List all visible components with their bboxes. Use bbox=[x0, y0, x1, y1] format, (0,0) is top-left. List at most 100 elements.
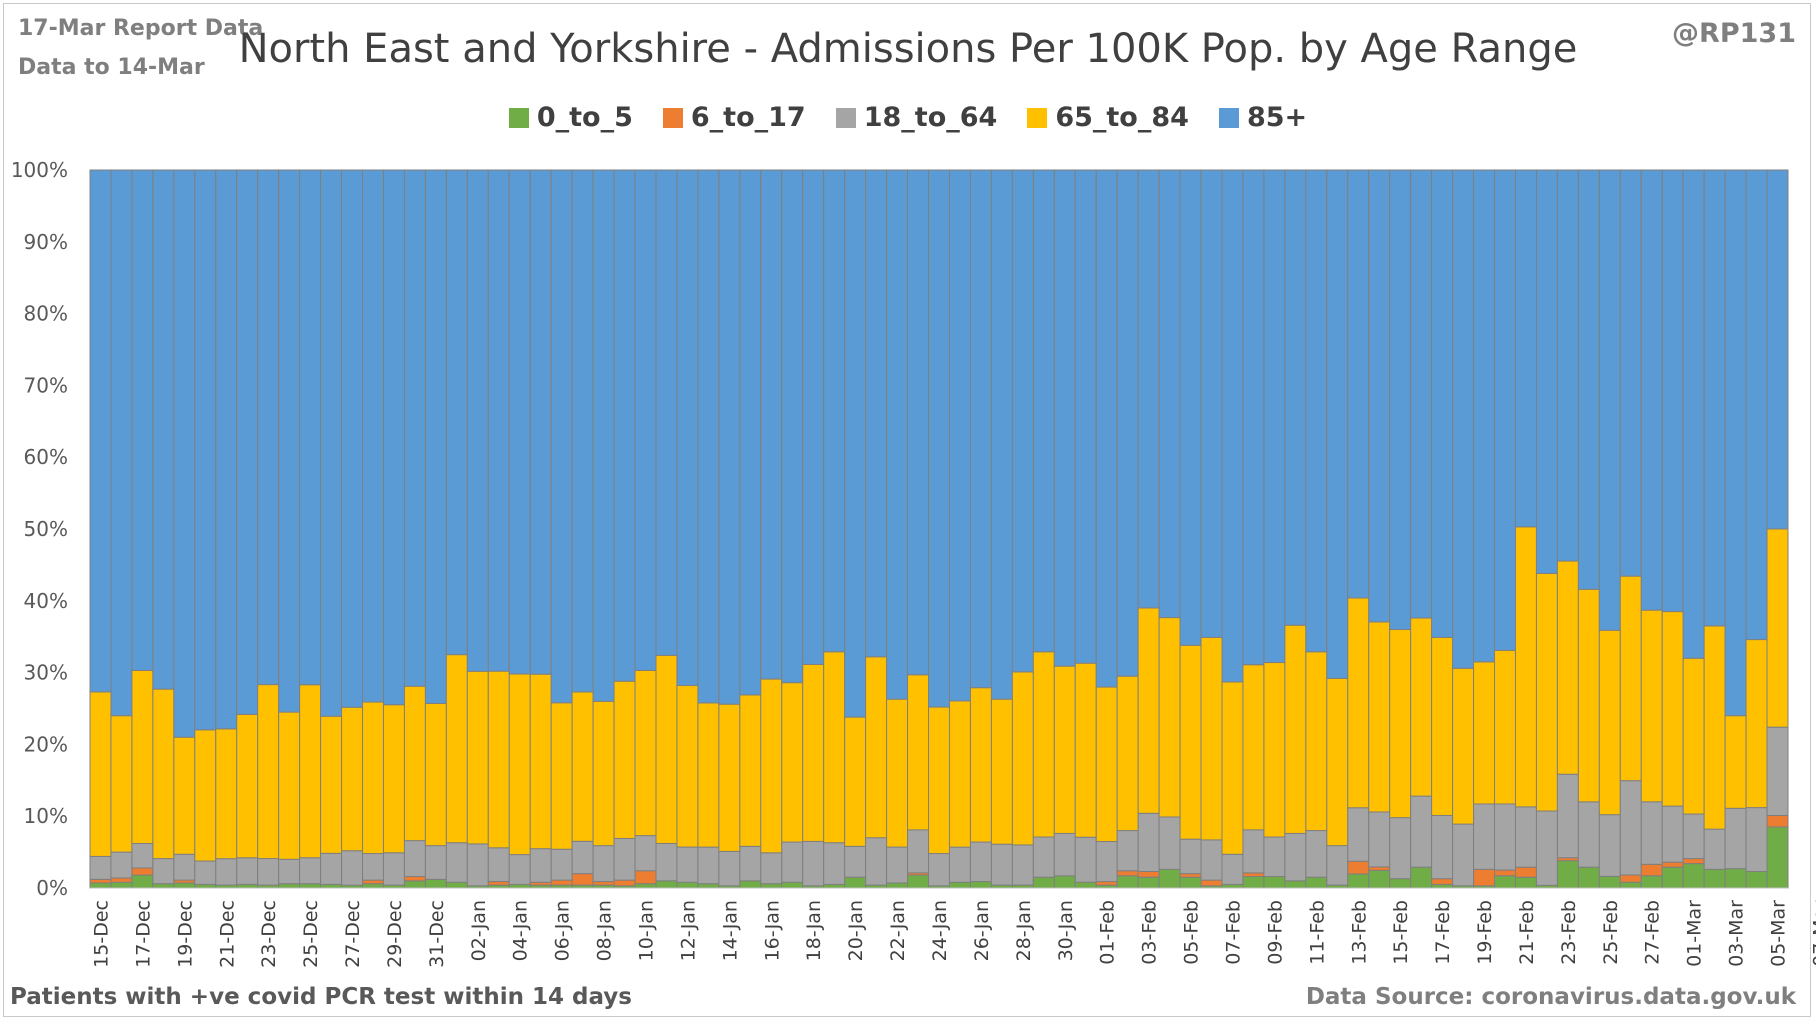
bar-segment-85+ bbox=[592, 169, 615, 702]
bar-segment-85+ bbox=[907, 169, 930, 676]
bar-segment-0_to_5 bbox=[739, 880, 762, 889]
bar-segment-0_to_5 bbox=[1263, 876, 1286, 889]
y-tick-label: 30% bbox=[24, 661, 68, 685]
bar-segment-18_to_64 bbox=[697, 846, 720, 885]
bar-segment-85+ bbox=[1640, 169, 1663, 611]
legend-item-6_to_17: 6_to_17 bbox=[662, 102, 806, 133]
x-tick-label: 08-Jan bbox=[594, 900, 616, 961]
bar-segment-85+ bbox=[1389, 169, 1412, 631]
bar-segment-85+ bbox=[697, 169, 720, 704]
bar-segment-6_to_17 bbox=[1242, 872, 1265, 878]
bar-segment-0_to_5 bbox=[445, 881, 468, 889]
legend-swatch bbox=[662, 107, 683, 128]
legend-swatch bbox=[835, 107, 856, 128]
bar-segment-18_to_64 bbox=[236, 857, 259, 885]
x-tick-label: 04-Jan bbox=[510, 900, 532, 961]
bar-segment-85+ bbox=[299, 169, 322, 686]
bar-segment-18_to_64 bbox=[1242, 829, 1265, 874]
x-tick-label: 01-Mar bbox=[1684, 900, 1706, 967]
y-tick-label: 60% bbox=[24, 445, 68, 469]
bar-segment-85+ bbox=[1577, 169, 1600, 590]
bar-segment-65_to_84 bbox=[634, 669, 657, 837]
bar-segment-65_to_84 bbox=[1494, 649, 1516, 805]
y-tick-label: 80% bbox=[24, 302, 68, 326]
bar-segment-6_to_17 bbox=[1514, 866, 1537, 878]
bar-segment-65_to_84 bbox=[1577, 588, 1600, 803]
bar-segment-6_to_17 bbox=[1431, 878, 1454, 885]
bar-segment-0_to_5 bbox=[1577, 866, 1600, 889]
bar-segment-65_to_84 bbox=[1221, 681, 1244, 855]
bar-segment-6_to_17 bbox=[634, 870, 657, 885]
bar-segment-85+ bbox=[760, 169, 783, 680]
x-tick-label: 25-Dec bbox=[300, 900, 322, 968]
bar-segment-0_to_5 bbox=[823, 883, 846, 889]
x-tick-label: 18-Jan bbox=[803, 900, 825, 961]
bar-segment-85+ bbox=[110, 169, 133, 717]
bar-segment-18_to_64 bbox=[739, 845, 762, 882]
bar-segment-18_to_64 bbox=[613, 837, 636, 881]
bar-segment-18_to_64 bbox=[362, 853, 384, 881]
bar-segment-85+ bbox=[278, 169, 301, 713]
bar-segment-18_to_64 bbox=[173, 853, 196, 881]
legend-item-65_to_84: 65_to_84 bbox=[1027, 102, 1189, 133]
bar-segment-18_to_64 bbox=[969, 841, 992, 883]
bar-segment-18_to_64 bbox=[655, 842, 678, 882]
x-tick-label: 23-Dec bbox=[258, 900, 280, 968]
bar-segment-18_to_64 bbox=[634, 835, 657, 872]
x-tick-label: 23-Feb bbox=[1558, 900, 1580, 965]
bar-segment-0_to_5 bbox=[1410, 866, 1433, 889]
bar-segment-0_to_5 bbox=[1556, 860, 1579, 889]
bar-segment-18_to_64 bbox=[215, 858, 238, 886]
bar-segment-85+ bbox=[1284, 169, 1307, 626]
bar-segment-18_to_64 bbox=[1473, 803, 1496, 870]
bar-segment-85+ bbox=[1724, 169, 1747, 717]
bar-segment-65_to_84 bbox=[1619, 575, 1642, 782]
bar-segment-18_to_64 bbox=[1284, 832, 1307, 882]
x-tick-label: 28-Jan bbox=[1013, 900, 1035, 961]
bar-segment-6_to_17 bbox=[487, 881, 510, 886]
bar-segment-0_to_5 bbox=[1221, 883, 1244, 889]
bar-segment-65_to_84 bbox=[1640, 609, 1663, 803]
bar-segment-85+ bbox=[1556, 169, 1579, 562]
bar-segment-18_to_64 bbox=[948, 846, 971, 883]
bar-segment-65_to_84 bbox=[1682, 657, 1705, 815]
bar-segment-18_to_64 bbox=[1766, 726, 1789, 816]
bar-segment-18_to_64 bbox=[278, 858, 301, 885]
bar-segment-18_to_64 bbox=[1011, 844, 1034, 886]
bar-segment-65_to_84 bbox=[1745, 639, 1768, 809]
bar-segment-18_to_64 bbox=[1556, 773, 1579, 859]
bar-segment-0_to_5 bbox=[1682, 863, 1705, 889]
bar-segment-18_to_64 bbox=[257, 858, 280, 886]
bar-segment-85+ bbox=[1221, 169, 1244, 683]
bar-segment-65_to_84 bbox=[1200, 636, 1223, 841]
bar-segment-65_to_84 bbox=[466, 670, 489, 845]
bar-segment-0_to_5 bbox=[760, 883, 783, 889]
bar-segment-0_to_5 bbox=[781, 881, 804, 889]
bar-segment-18_to_64 bbox=[508, 854, 531, 885]
bar-segment-0_to_5 bbox=[508, 883, 531, 889]
bar-segment-65_to_84 bbox=[215, 728, 238, 860]
bar-segment-6_to_17 bbox=[1766, 814, 1789, 828]
author-handle: @RP131 bbox=[1672, 18, 1796, 49]
bar-segment-18_to_64 bbox=[802, 840, 825, 887]
bar-segment-65_to_84 bbox=[948, 700, 971, 848]
bar-segment-65_to_84 bbox=[487, 670, 510, 849]
bar-segment-0_to_5 bbox=[1703, 868, 1726, 889]
bar-segment-6_to_17 bbox=[571, 873, 594, 886]
bar-segment-65_to_84 bbox=[1158, 617, 1181, 818]
bar-segment-65_to_84 bbox=[1179, 644, 1202, 840]
data-date-note: Data to 14-Mar bbox=[18, 55, 205, 80]
bar-segment-65_to_84 bbox=[424, 702, 447, 847]
bar-segment-18_to_64 bbox=[571, 840, 594, 875]
bar-segment-6_to_17 bbox=[1682, 858, 1705, 865]
bar-segment-65_to_84 bbox=[382, 704, 405, 854]
bar-segment-85+ bbox=[466, 169, 489, 672]
bar-segment-0_to_5 bbox=[1305, 876, 1328, 889]
bar-segment-65_to_84 bbox=[403, 685, 426, 842]
bar-segment-0_to_5 bbox=[1389, 878, 1412, 889]
x-tick-label: 03-Feb bbox=[1139, 900, 1161, 965]
bar-segment-65_to_84 bbox=[571, 691, 594, 842]
bar-segment-6_to_17 bbox=[1494, 869, 1516, 877]
bar-segment-18_to_64 bbox=[1116, 830, 1139, 872]
